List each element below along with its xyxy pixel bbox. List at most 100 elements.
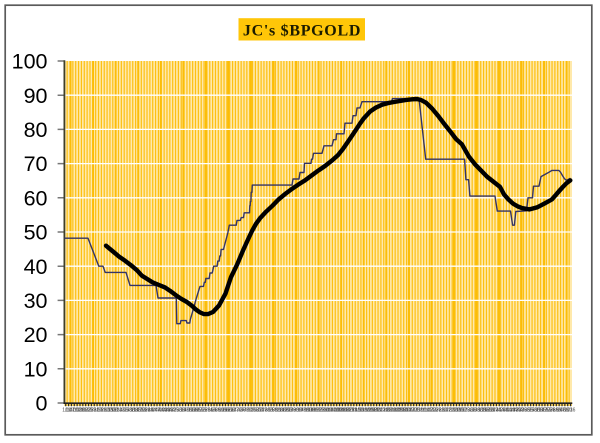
svg-text:6/3: 6/3 — [208, 408, 215, 414]
svg-text:1/31: 1/31 — [89, 408, 99, 414]
svg-text:4/8: 4/8 — [502, 408, 509, 414]
svg-text:6/30: 6/30 — [232, 408, 242, 414]
svg-text:7/24: 7/24 — [255, 408, 265, 414]
svg-text:2/18: 2/18 — [107, 408, 117, 414]
svg-text:7/3: 7/3 — [236, 408, 243, 414]
svg-text:7/12: 7/12 — [243, 408, 253, 414]
svg-text:5/23: 5/23 — [543, 408, 553, 414]
svg-text:4/29: 4/29 — [520, 408, 530, 414]
svg-text:80: 80 — [24, 118, 48, 142]
svg-text:3/20: 3/20 — [135, 408, 145, 414]
svg-text:5/13: 5/13 — [186, 408, 196, 414]
svg-text:4/4: 4/4 — [151, 408, 158, 414]
svg-text:5/7: 5/7 — [182, 408, 189, 414]
svg-text:3/24: 3/24 — [486, 408, 496, 414]
svg-text:12/18: 12/18 — [393, 408, 406, 414]
svg-text:8/5: 8/5 — [268, 408, 275, 414]
svg-text:20: 20 — [24, 323, 48, 347]
svg-text:12/27: 12/27 — [402, 408, 415, 414]
svg-text:10/10: 10/10 — [328, 408, 341, 414]
svg-text:4/26: 4/26 — [517, 408, 527, 414]
svg-text:11/9: 11/9 — [358, 408, 368, 414]
svg-text:3/14: 3/14 — [129, 408, 139, 414]
svg-text:30: 30 — [24, 289, 48, 313]
svg-text:4/19: 4/19 — [164, 408, 174, 414]
svg-text:6/1: 6/1 — [553, 408, 560, 414]
svg-text:4/13: 4/13 — [158, 408, 168, 414]
svg-text:0: 0 — [36, 392, 48, 416]
svg-text:9/16: 9/16 — [306, 408, 316, 414]
svg-text:3/12: 3/12 — [474, 408, 484, 414]
svg-text:1/16: 1/16 — [75, 408, 85, 414]
svg-text:10/13: 10/13 — [330, 408, 343, 414]
svg-text:3/2: 3/2 — [119, 408, 126, 414]
svg-text:3/30: 3/30 — [492, 408, 502, 414]
svg-text:7/6: 7/6 — [239, 408, 246, 414]
svg-text:10/28: 10/28 — [345, 408, 358, 414]
svg-text:5/29: 5/29 — [549, 408, 559, 414]
svg-text:12/15: 12/15 — [390, 408, 403, 414]
svg-text:7/30: 7/30 — [261, 408, 271, 414]
svg-text:1/13: 1/13 — [72, 408, 82, 414]
svg-text:1/28: 1/28 — [87, 408, 97, 414]
svg-text:5/22: 5/22 — [195, 408, 205, 414]
svg-text:5/2: 5/2 — [524, 408, 531, 414]
svg-text:6/15: 6/15 — [218, 408, 228, 414]
svg-text:1/14: 1/14 — [420, 408, 430, 414]
svg-text:11/6: 11/6 — [355, 408, 365, 414]
svg-text:1/7: 1/7 — [68, 408, 75, 414]
svg-text:4/1: 4/1 — [148, 408, 155, 414]
svg-text:JC's $BPGOLD: JC's $BPGOLD — [243, 22, 361, 39]
svg-text:10/16: 10/16 — [333, 408, 346, 414]
svg-text:2/22: 2/22 — [457, 408, 467, 414]
svg-text:8/29: 8/29 — [289, 408, 299, 414]
svg-text:2/21: 2/21 — [109, 408, 119, 414]
svg-text:6/21: 6/21 — [223, 408, 233, 414]
svg-text:8/14: 8/14 — [275, 408, 285, 414]
svg-text:11/15: 11/15 — [362, 408, 374, 414]
svg-text:4/20: 4/20 — [512, 408, 522, 414]
svg-text:5/8: 5/8 — [530, 408, 537, 414]
svg-text:1/29: 1/29 — [435, 408, 445, 414]
svg-text:3/21: 3/21 — [483, 408, 493, 414]
svg-text:10/22: 10/22 — [339, 408, 352, 414]
svg-text:2/3: 2/3 — [94, 408, 101, 414]
svg-text:6/18: 6/18 — [221, 408, 231, 414]
svg-text:1/4: 1/4 — [65, 408, 72, 414]
svg-text:5/1: 5/1 — [176, 408, 183, 414]
svg-text:3/9: 3/9 — [473, 408, 480, 414]
svg-text:3/8: 3/8 — [125, 408, 132, 414]
svg-text:3/11: 3/11 — [127, 408, 137, 414]
svg-text:12/6: 12/6 — [383, 408, 393, 414]
svg-text:40: 40 — [24, 255, 48, 279]
svg-text:11/24: 11/24 — [371, 408, 383, 414]
svg-text:2/15: 2/15 — [104, 408, 114, 414]
svg-text:2/10: 2/10 — [446, 408, 456, 414]
svg-text:2/12: 2/12 — [101, 408, 111, 414]
svg-text:3/26: 3/26 — [141, 408, 151, 414]
svg-text:2/16: 2/16 — [452, 408, 462, 414]
svg-text:4/14: 4/14 — [506, 408, 516, 414]
svg-text:5/5: 5/5 — [527, 408, 534, 414]
svg-text:60: 60 — [24, 186, 48, 210]
svg-text:3/5: 3/5 — [122, 408, 129, 414]
svg-text:1/19: 1/19 — [78, 408, 88, 414]
svg-text:2/24: 2/24 — [112, 408, 122, 414]
svg-text:8/26: 8/26 — [286, 408, 296, 414]
svg-text:5/20: 5/20 — [540, 408, 550, 414]
svg-text:11/12: 11/12 — [359, 408, 371, 414]
svg-text:8/2: 8/2 — [265, 408, 272, 414]
svg-text:6/6: 6/6 — [211, 408, 218, 414]
svg-text:9/25: 9/25 — [315, 408, 325, 414]
svg-text:5/28: 5/28 — [201, 408, 211, 414]
svg-text:9/10: 9/10 — [300, 408, 310, 414]
svg-text:8/20: 8/20 — [280, 408, 290, 414]
svg-text:11/30: 11/30 — [376, 408, 388, 414]
svg-text:2/27: 2/27 — [115, 408, 125, 414]
svg-text:5/11: 5/11 — [532, 408, 542, 414]
svg-text:6/27: 6/27 — [229, 408, 239, 414]
svg-text:6/4: 6/4 — [556, 408, 563, 414]
svg-text:5/17: 5/17 — [537, 408, 547, 414]
svg-text:9/1: 9/1 — [293, 408, 300, 414]
svg-text:6/9: 6/9 — [213, 408, 220, 414]
